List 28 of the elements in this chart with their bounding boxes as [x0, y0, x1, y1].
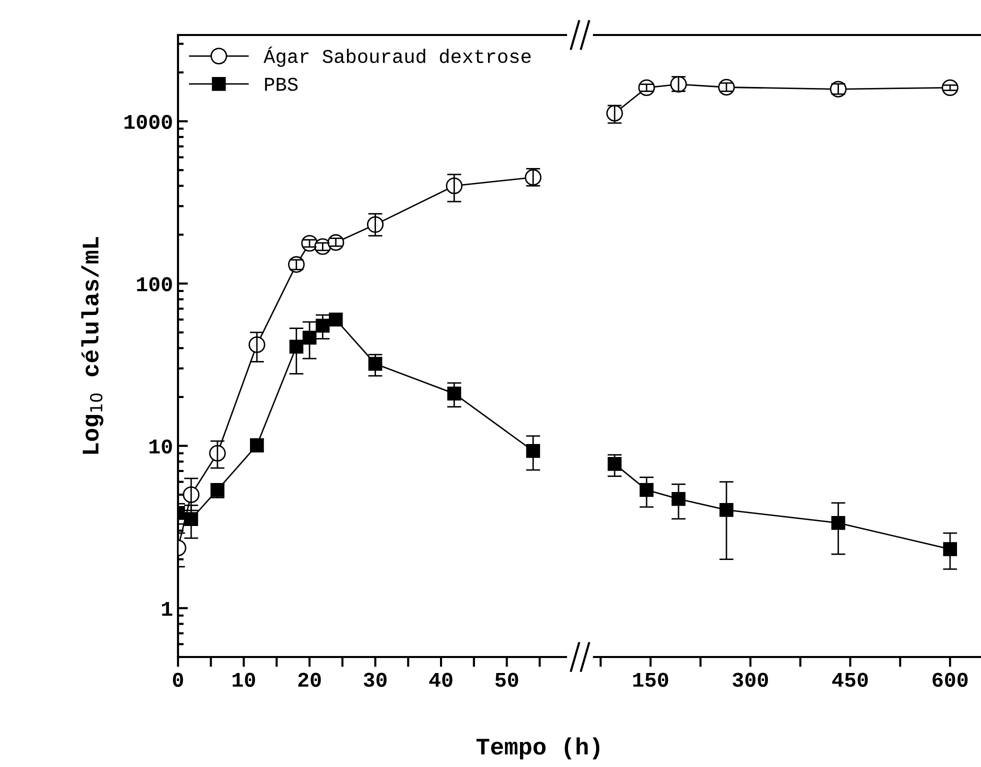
point — [209, 444, 226, 462]
x-tick-label: 30 — [364, 672, 387, 687]
x-tick-label: 450 — [832, 672, 868, 687]
x-tick-label: 600 — [932, 672, 968, 687]
y-axis-title: Log$_{10}$ células/mL — [81, 237, 104, 454]
legend-label: Ágar Sabouraud dextrose — [264, 46, 531, 67]
point — [943, 542, 958, 556]
point — [302, 330, 316, 345]
x-tick-label: 10 — [232, 672, 256, 687]
y-tick-label: 1000 — [124, 114, 172, 130]
point — [672, 492, 686, 506]
point — [720, 502, 734, 517]
point — [184, 512, 198, 526]
x-tick-label: 300 — [732, 672, 768, 687]
y-tick-label: 10 — [150, 439, 172, 454]
x-tick-label: 150 — [633, 672, 668, 687]
point — [640, 482, 654, 497]
x-tick-label: 40 — [429, 672, 452, 687]
x-tick-label: 50 — [495, 672, 518, 687]
y-tick-label: 100 — [137, 277, 172, 292]
x-tick-label: 20 — [298, 672, 321, 687]
x-tick-label: 0 — [172, 672, 184, 687]
point — [608, 456, 622, 471]
y-tick-label: 1 — [162, 602, 172, 616]
legend-label: PBS — [265, 78, 298, 91]
point — [526, 444, 540, 458]
point — [328, 312, 343, 327]
x-axis-title: Tempo (h) — [476, 737, 600, 760]
